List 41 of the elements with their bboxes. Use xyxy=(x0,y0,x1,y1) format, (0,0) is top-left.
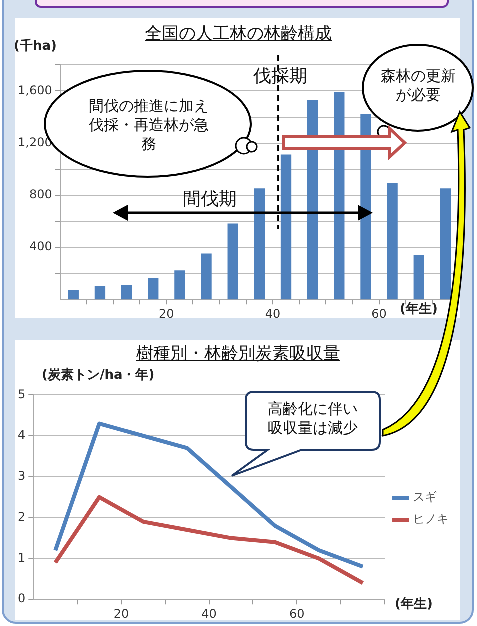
x-tick-label: 20 xyxy=(159,306,174,321)
x-tick-label: 20 xyxy=(114,606,130,621)
bar xyxy=(201,254,212,300)
y-tick-label: 1 xyxy=(18,550,26,565)
bar xyxy=(254,188,266,300)
x-tick-label: 60 xyxy=(372,306,387,321)
ref-line-label: 伐採期 xyxy=(253,66,308,87)
bar xyxy=(121,284,132,300)
bar xyxy=(68,290,79,300)
bar xyxy=(228,224,238,300)
x-tick-label: 40 xyxy=(202,606,217,621)
y-tick-label: 5 xyxy=(18,387,26,402)
y-tick-label: 3 xyxy=(18,469,26,484)
bar xyxy=(280,154,292,300)
x-tick-label: 60 xyxy=(290,606,305,621)
bar xyxy=(440,188,452,300)
x-axis-title: (年生) xyxy=(400,301,438,318)
y-tick-label: 800 xyxy=(29,188,52,202)
y-tick-label: 0 xyxy=(18,592,26,606)
bar xyxy=(414,254,424,300)
x-tick-label: 40 xyxy=(265,306,281,321)
annotation: 間伐期 xyxy=(182,189,238,210)
y-axis-title: (千ha) xyxy=(14,38,57,55)
chart-title: 全国の人工林の林齢構成 xyxy=(145,24,332,44)
bar xyxy=(334,92,345,300)
bar xyxy=(387,183,398,300)
y-tick-label: 2 xyxy=(18,510,26,524)
bar xyxy=(148,278,159,300)
annotation: 高齢化に伴い吸収量は減少 xyxy=(267,400,359,438)
legend-label: ヒノキ xyxy=(413,512,449,526)
legend-label: スギ xyxy=(413,490,437,504)
y-axis-title: (炭素トン/ha・年) xyxy=(42,366,155,384)
bar xyxy=(174,270,186,300)
annotation: 森林の更新が必要 xyxy=(380,67,457,105)
y-tick-label: 1,600 xyxy=(18,83,52,98)
y-tick-label: 400 xyxy=(29,240,52,254)
chart-title: 樹種別・林齢別炭素吸収量 xyxy=(136,343,342,365)
annotation: 間伐の推進に加え伐採・再造林が急務 xyxy=(88,97,210,154)
x-axis-title: (年生) xyxy=(395,596,433,613)
y-tick-label: 4 xyxy=(18,428,26,442)
bar xyxy=(94,286,106,300)
